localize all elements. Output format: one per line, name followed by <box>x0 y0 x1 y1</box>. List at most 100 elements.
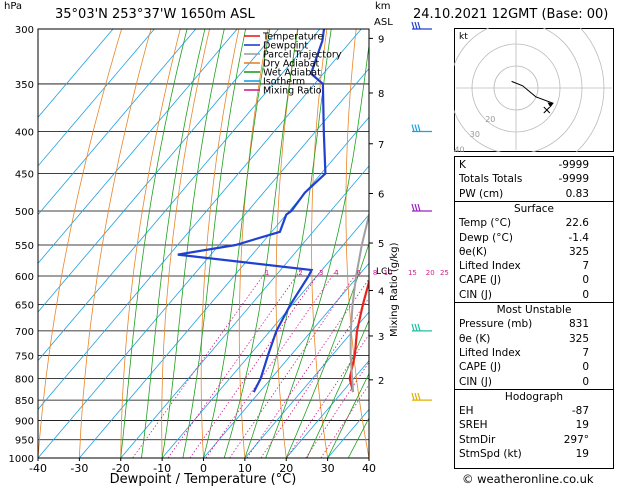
isotherm-line <box>38 29 155 167</box>
wind-barb-flag <box>411 203 415 212</box>
storm-motion-marker <box>543 106 551 114</box>
surface-row: Lifted Index 7 <box>459 260 589 273</box>
lcl-label: LCL <box>376 267 392 277</box>
indices-row: Totals Totals -9999 <box>459 173 589 186</box>
dry-adiabat-line <box>345 29 369 458</box>
wind-barb-flag <box>411 392 415 401</box>
km-tick-label: 5 <box>378 239 384 250</box>
mixing-ratio-line <box>246 278 369 458</box>
mixing-ratio-label: 4 <box>334 269 339 277</box>
legend-label: Mixing Ratio <box>263 86 322 97</box>
wet-adiabat-line <box>285 242 369 458</box>
wet-adiabat-line <box>265 42 369 458</box>
wind-barb-flag <box>414 21 418 30</box>
wind-barb-flag <box>417 323 421 332</box>
mixing-ratio-line <box>189 269 322 458</box>
hodograph: kt 40 30 20 <box>454 28 614 152</box>
legend-label: Parcel Trajectory <box>263 50 342 61</box>
dry-adiabat-line <box>38 29 122 458</box>
isotherm-line <box>120 165 369 458</box>
x-tick-label: 30 <box>321 462 335 475</box>
isotherm-line <box>161 214 369 458</box>
legend-label: Isotherm <box>263 77 305 88</box>
wind-barb-flag <box>414 323 418 332</box>
x-tick-label: 40 <box>362 462 376 475</box>
hodograph-row: SREH 19 <box>459 419 589 432</box>
wet-adiabat-line <box>161 29 225 458</box>
hodograph-arrow <box>547 102 554 108</box>
dry-adiabat-line <box>79 29 152 458</box>
x-tick-label: 20 <box>279 462 293 475</box>
most-unstable-row: Lifted Index 7 <box>459 346 589 359</box>
series-line-temperature <box>348 277 369 393</box>
wet-adiabat-line <box>120 29 188 458</box>
isotherm-line <box>38 29 238 264</box>
isotherm-line <box>38 29 114 118</box>
pressure-tick-label: 500 <box>15 207 34 218</box>
legend-label: Dry Adiabat <box>263 59 320 70</box>
wet-adiabat-line <box>141 29 206 458</box>
mixing-ratio-axis-label: Mixing Ratio (g/kg) <box>389 242 400 337</box>
isotherm-line <box>38 67 369 458</box>
legend-label: Wet Adiabat <box>263 68 321 79</box>
wind-barb-flag <box>414 124 418 132</box>
mixing-ratio-label: 8 <box>373 269 377 277</box>
mixing-ratio-label: 10 <box>384 269 393 277</box>
wind-barb-flag <box>414 392 418 401</box>
mixing-ratio-label: 25 <box>440 269 449 277</box>
pressure-tick-label: 800 <box>15 374 34 385</box>
mixing-ratio-line <box>229 269 360 458</box>
surface-row: CIN (J) 0 <box>459 288 589 301</box>
hodograph-line <box>511 80 554 104</box>
km-tick-label: 4 <box>378 287 384 298</box>
dry-adiabat-line <box>200 29 240 458</box>
datetime-label: 24.10.2021 12GMT (Base: 00) <box>413 7 609 22</box>
wind-barb-flag <box>414 203 418 212</box>
pressure-tick-label: 900 <box>15 416 34 427</box>
most-unstable-row: CAPE (J) 0 <box>459 361 589 374</box>
isotherm-line <box>79 116 369 458</box>
km-tick-label: 2 <box>378 376 384 387</box>
wind-barb-flag <box>417 21 421 30</box>
hodograph-row: StmSpd (kt) 19 <box>459 448 589 461</box>
series-line-dewpoint <box>177 29 327 393</box>
isotherm-line <box>285 360 369 458</box>
mixing-ratio-label: 3 <box>319 269 323 277</box>
hodograph-frame <box>454 28 614 152</box>
mixing-ratio-label: 1 <box>265 269 269 277</box>
wind-barb-flag <box>411 124 415 132</box>
wind-barbs <box>411 21 432 401</box>
isotherm-line <box>38 29 197 216</box>
x-tick-label: 10 <box>238 462 252 475</box>
pressure-tick-label: 350 <box>15 80 34 91</box>
mixing-ratio-line <box>132 269 268 458</box>
pressure-tick-label: 400 <box>15 128 34 139</box>
km-tick-label: 9 <box>378 34 384 45</box>
background-lines <box>38 29 369 458</box>
mixing-ratio-label: 6 <box>356 269 361 277</box>
indices-row: PW (cm) 0.83 <box>459 187 589 200</box>
isotherm-line <box>244 311 369 458</box>
wind-barb-flag <box>411 21 415 30</box>
wet-adiabat-line <box>203 29 271 458</box>
pressure-tick-label: 650 <box>15 301 34 312</box>
hodograph-ring-label: 40 <box>454 146 464 152</box>
hodograph-trace <box>511 80 554 114</box>
stats-table: Surface Temp (°C) 22.6 Dewp (°C) -1.4 θe(K… <box>454 201 614 469</box>
mixing-ratio-line <box>205 269 337 458</box>
pressure-tick-label: 950 <box>15 436 34 447</box>
pressure-tick-label: 550 <box>15 241 34 252</box>
km-tick-label: 8 <box>378 89 384 100</box>
mixing-ratio-line <box>286 333 369 458</box>
x-tick-label: -40 <box>29 462 47 475</box>
surface-row: CAPE (J) 0 <box>459 274 589 287</box>
most-unstable-row: Pressure (mb) 831 <box>459 318 589 331</box>
pressure-tick-label: 700 <box>15 327 34 338</box>
hodograph-ring-label: 30 <box>470 130 480 139</box>
wind-barb-flag <box>417 124 421 132</box>
km-tick-label: 7 <box>378 140 384 151</box>
pressure-tick-label: 850 <box>15 396 34 407</box>
dry-adiabat-line <box>161 29 210 458</box>
